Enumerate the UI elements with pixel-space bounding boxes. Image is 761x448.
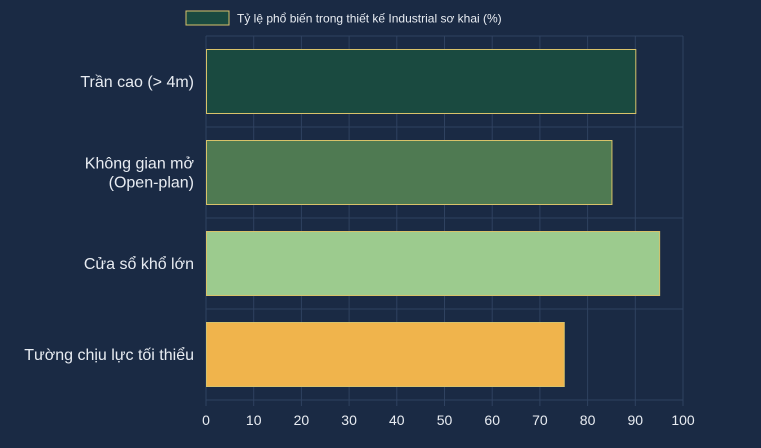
legend-label[interactable]: Tỷ lệ phổ biến trong thiết kế Industrial… (237, 12, 502, 26)
legend-swatch[interactable] (185, 10, 230, 26)
category-label-line: Trần cao (> 4m) (80, 74, 194, 91)
x-tick-label: 0 (202, 412, 210, 428)
x-tick-label: 20 (294, 412, 310, 428)
category-label-2: Không gian mở (Open-plan) (85, 156, 195, 192)
category-label-4: Tường chịu lực tối thiểu (24, 346, 194, 364)
category-label-line: Tường chịu lực tối thiểu (24, 346, 194, 364)
x-tick-label: 50 (437, 412, 453, 428)
bar-1[interactable] (206, 49, 637, 114)
x-tick-label: 70 (532, 412, 548, 428)
x-axis-ticks: 0 10 20 30 40 50 60 70 80 90 100 (202, 412, 695, 428)
legend[interactable]: Tỷ lệ phổ biến trong thiết kế Industrial… (185, 10, 502, 26)
category-label-1: Trần cao (> 4m) (80, 74, 194, 91)
category-label-line: Cửa sổ khổ lớn (84, 255, 194, 273)
x-tick-label: 40 (389, 412, 405, 428)
x-tick-label: 100 (671, 412, 695, 428)
x-tick-label: 30 (341, 412, 357, 428)
bars (206, 49, 661, 387)
x-tick-label: 60 (484, 412, 500, 428)
bar-3[interactable] (206, 231, 661, 296)
category-label-line: (Open-plan) (109, 175, 194, 192)
x-tick-label: 90 (628, 412, 644, 428)
category-labels: Trần cao (> 4m) Không gian mở (Open-plan) C… (24, 74, 194, 364)
category-label-line: Không gian mở (85, 156, 195, 173)
category-label-3: Cửa sổ khổ lớn (84, 255, 194, 273)
bar-4[interactable] (206, 322, 565, 387)
bar-2[interactable] (206, 140, 613, 205)
x-tick-label: 80 (580, 412, 596, 428)
x-tick-label: 10 (246, 412, 262, 428)
